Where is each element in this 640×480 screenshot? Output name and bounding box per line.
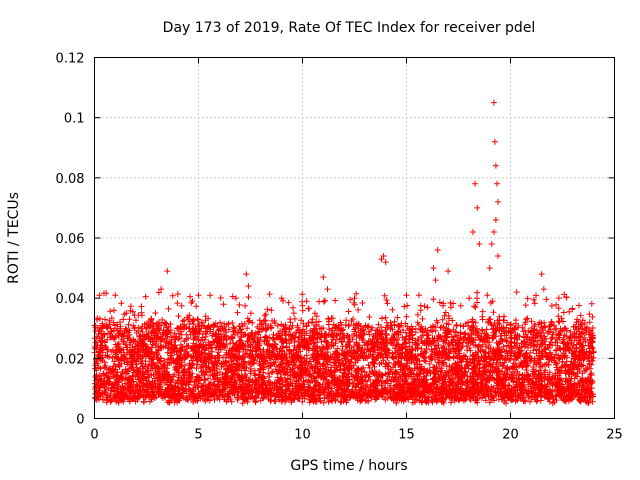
y-tick-label: 0.04 bbox=[56, 292, 85, 307]
x-axis-title: GPS time / hours bbox=[290, 458, 407, 474]
x-tick-label: 15 bbox=[398, 428, 415, 443]
y-tick-label: 0.08 bbox=[56, 172, 85, 187]
x-tick-label: 25 bbox=[606, 428, 623, 443]
y-tick-label: 0.06 bbox=[56, 232, 85, 247]
data-points bbox=[91, 99, 597, 407]
y-tick-label: 0.12 bbox=[56, 52, 85, 67]
x-tick-label: 0 bbox=[90, 428, 98, 443]
x-tick-label: 5 bbox=[194, 428, 202, 443]
chart-title: Day 173 of 2019, Rate Of TEC Index for r… bbox=[163, 20, 536, 36]
x-tick-label: 10 bbox=[294, 428, 311, 443]
y-tick-label: 0.1 bbox=[64, 112, 85, 127]
axis-ticks: 0 5 10 15 20 25 0 0.02 0.04 0.06 0.08 0.1 0.12 bbox=[56, 52, 623, 443]
y-tick-label: 0.02 bbox=[56, 352, 85, 367]
roti-plus-markers bbox=[91, 99, 597, 407]
y-axis-title: ROTI / TECUs bbox=[6, 192, 22, 284]
y-tick-label: 0 bbox=[76, 413, 84, 428]
x-tick-label: 20 bbox=[502, 428, 519, 443]
